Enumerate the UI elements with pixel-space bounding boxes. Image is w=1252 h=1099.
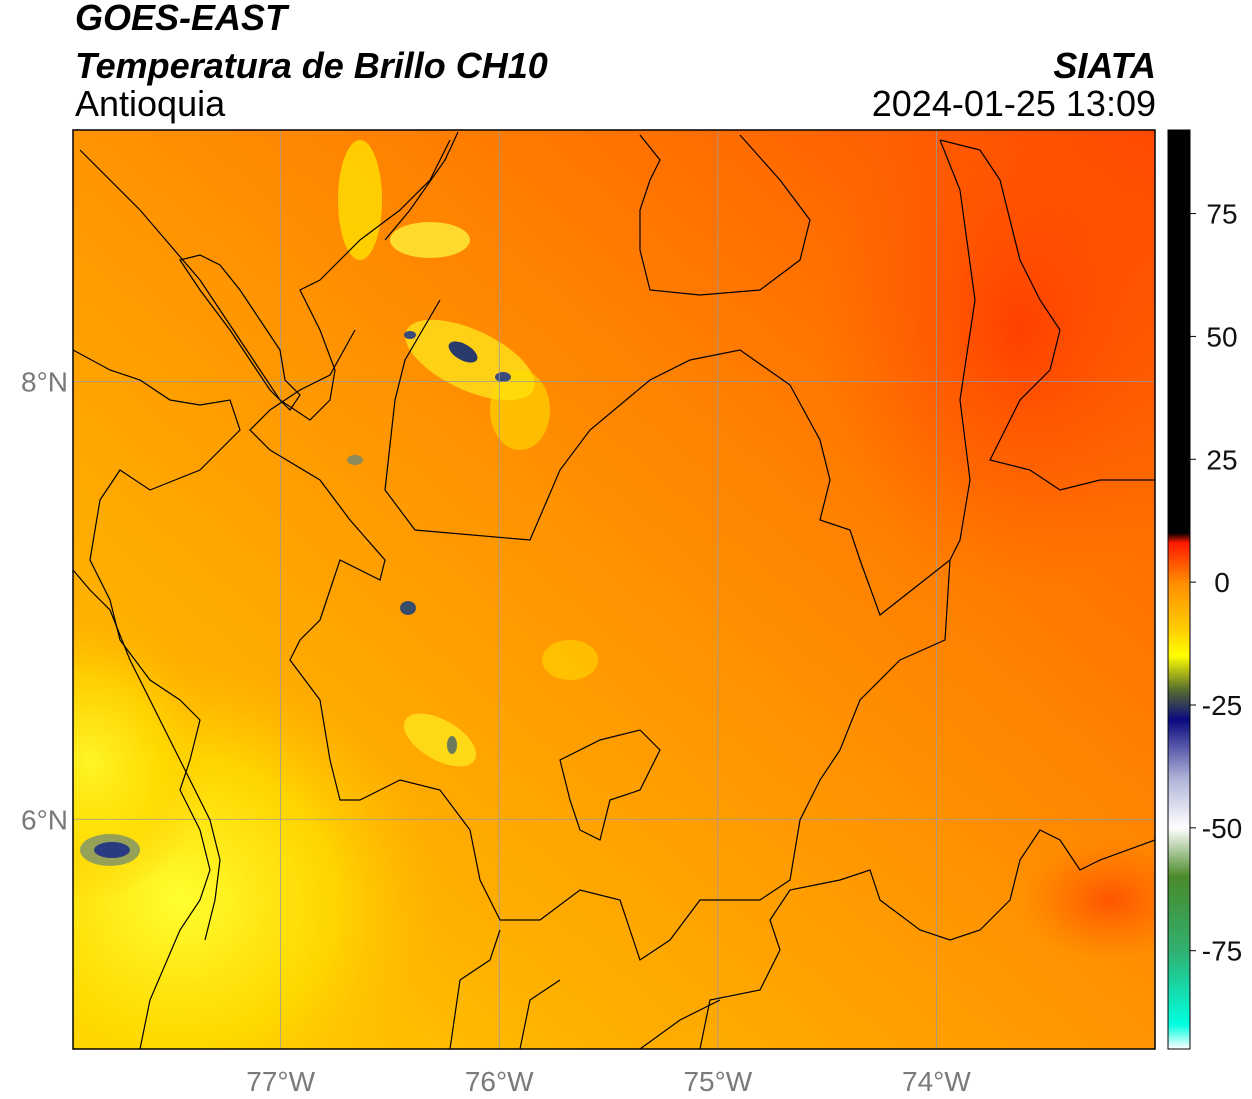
lon-tick-label: 74°W <box>902 1066 971 1097</box>
gulf-coast <box>179 254 301 411</box>
timestamp-label: 2024-01-25 13:09 <box>871 83 1156 124</box>
latitude-ticks: 8°N 6°N <box>21 367 68 836</box>
region-subtitle: Antioquia <box>75 83 226 124</box>
choco-river <box>73 569 221 941</box>
map-frame <box>72 129 1156 1050</box>
colorbar-tick-label: -25 <box>1202 690 1242 721</box>
agency-label: SIATA <box>1053 45 1156 86</box>
gridlines <box>73 130 1155 1049</box>
colorbar-scale <box>1167 129 1191 1050</box>
lon-tick-label: 77°W <box>246 1066 315 1097</box>
lat-tick-label: 6°N <box>21 804 68 835</box>
antioquia-boundary <box>249 131 976 961</box>
coastline <box>79 139 451 421</box>
northeast-boundary <box>639 134 811 296</box>
medellin-area <box>559 729 661 841</box>
product-title: Temperatura de Brillo CH10 <box>75 45 548 86</box>
temperature-field <box>73 130 1155 1049</box>
colorbar-tick-label: -50 <box>1202 813 1242 844</box>
southern-boundary <box>699 829 1155 1049</box>
lon-tick-label: 75°W <box>683 1066 752 1097</box>
lat-tick-label: 8°N <box>21 367 68 398</box>
eastern-boundary <box>939 139 1155 491</box>
boundaries <box>73 131 1155 1049</box>
lon-tick-label: 76°W <box>465 1066 534 1097</box>
colorbar-tick-label: -75 <box>1202 936 1242 967</box>
colorbar-tick-label: 0 <box>1214 567 1230 598</box>
colorbar-ticks: 75 50 25 0 -25 -50 -75 <box>1190 199 1242 967</box>
longitude-ticks: 77°W 76°W 75°W 74°W <box>246 1066 971 1097</box>
cloud-features <box>80 140 598 866</box>
colorbar-tick-label: 25 <box>1206 444 1237 475</box>
choco-boundary <box>73 349 241 1049</box>
colorbar-tick-label: 75 <box>1206 199 1237 230</box>
satellite-title: GOES-EAST <box>75 0 288 38</box>
southwest-boundary <box>449 929 721 1049</box>
colorbar: 75 50 25 0 -25 -50 -75 <box>1167 129 1242 1050</box>
colorbar-tick-label: 50 <box>1206 321 1237 352</box>
